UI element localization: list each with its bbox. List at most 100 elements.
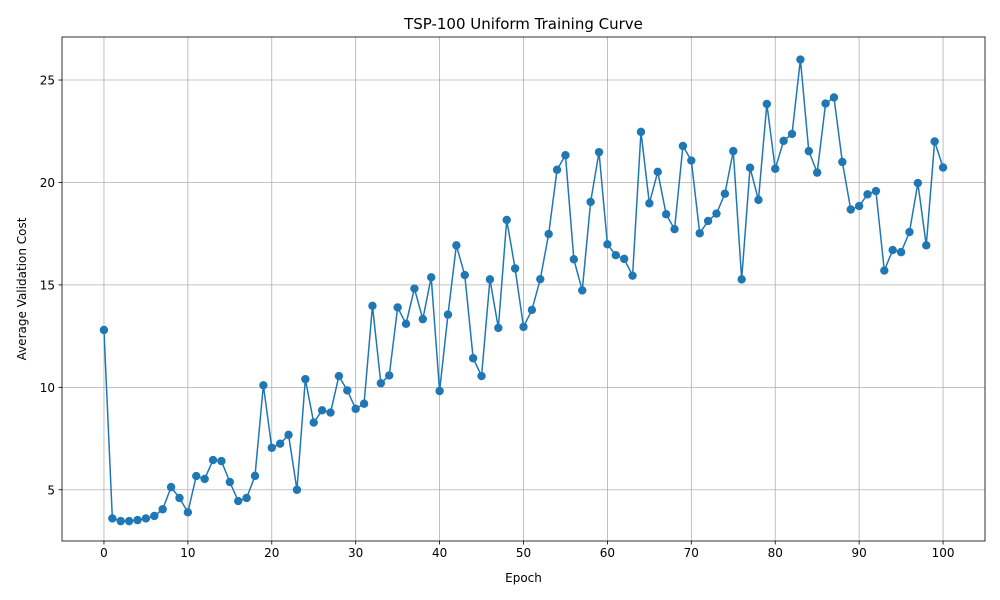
data-point (510, 264, 520, 273)
data-point (846, 205, 855, 214)
data-point (250, 471, 260, 481)
data-point (460, 270, 469, 280)
y-tick-label: 15 (40, 278, 55, 292)
x-tick-label: 90 (851, 546, 866, 560)
chart-title: TSP-100 Uniform Training Curve (403, 15, 643, 33)
data-point (561, 151, 570, 160)
data-point (435, 386, 444, 396)
data-point (427, 273, 436, 282)
data-point (309, 418, 318, 427)
data-point (670, 224, 679, 234)
y-tick-label: 10 (40, 381, 55, 395)
data-point (292, 485, 302, 494)
data-point (418, 314, 428, 324)
data-point (636, 127, 646, 137)
data-point (108, 514, 117, 523)
data-point (385, 371, 394, 380)
data-point (880, 266, 889, 275)
data-point (519, 322, 528, 332)
data-point (485, 275, 495, 284)
data-point (259, 381, 268, 390)
data-point (326, 408, 335, 417)
data-point (494, 323, 503, 333)
data-point (351, 404, 360, 414)
data-point (745, 163, 755, 172)
x-tick-label: 20 (264, 546, 279, 560)
data-point (116, 516, 125, 526)
data-point (150, 511, 159, 521)
data-point (301, 374, 310, 384)
data-point (133, 515, 142, 525)
data-point (804, 146, 813, 156)
data-point (334, 371, 344, 381)
data-point (452, 241, 461, 250)
data-point (729, 146, 738, 156)
data-point (359, 399, 369, 408)
plot-frame (61, 36, 986, 542)
data-point (762, 99, 772, 109)
data-point (267, 443, 276, 452)
data-point (166, 482, 176, 492)
data-point (812, 168, 822, 177)
x-tick-label: 100 (932, 546, 955, 560)
data-point (687, 156, 696, 165)
data-point (200, 474, 209, 484)
data-point (569, 255, 579, 264)
data-point (796, 55, 805, 64)
data-point (544, 229, 553, 239)
x-tick-label: 70 (684, 546, 699, 560)
data-point (141, 514, 151, 523)
data-point (678, 141, 688, 151)
data-point (905, 227, 914, 237)
data-point (695, 229, 704, 238)
data-point (368, 301, 377, 310)
data-point (645, 199, 654, 208)
data-point (896, 247, 906, 257)
y-axis-label: Average Validation Cost (15, 217, 29, 360)
data-point (653, 167, 662, 177)
y-tick-label: 5 (47, 483, 55, 497)
data-point (468, 354, 478, 363)
data-point (913, 178, 923, 188)
data-point (527, 305, 537, 315)
x-axis-label: Epoch (505, 571, 542, 585)
y-tick-label: 20 (40, 176, 55, 190)
data-point (586, 197, 595, 207)
data-point (443, 310, 453, 319)
series (99, 55, 948, 526)
data-point (477, 371, 486, 381)
x-tick-label: 60 (600, 546, 615, 560)
data-point (175, 493, 184, 503)
data-point (661, 210, 671, 219)
data-point (578, 286, 587, 295)
grid (62, 37, 985, 541)
x-tick-label: 40 (432, 546, 447, 560)
data-point (343, 386, 352, 395)
data-point (787, 129, 797, 139)
data-point (703, 216, 713, 226)
data-point (619, 254, 629, 264)
data-point (863, 190, 872, 199)
data-point (284, 430, 293, 440)
data-point (225, 477, 235, 487)
data-point (410, 284, 419, 293)
x-tick-label: 0 (100, 546, 108, 560)
data-point (737, 275, 746, 284)
data-point (779, 136, 788, 146)
data-point (183, 508, 193, 517)
data-point (854, 201, 864, 211)
data-point (376, 379, 386, 388)
data-point (754, 195, 763, 205)
data-point (401, 319, 411, 329)
x-tick-label: 50 (516, 546, 531, 560)
data-point (603, 240, 612, 249)
data-point (628, 271, 637, 280)
data-point (922, 241, 931, 250)
data-point (192, 471, 201, 481)
ticks: 0 10 20 30 40 50 60 70 80 90 100 5 10 15 20 25 (40, 74, 955, 560)
x-tick-label: 10 (180, 546, 195, 560)
data-point (930, 137, 939, 146)
data-point (594, 147, 604, 157)
data-point (888, 245, 897, 255)
